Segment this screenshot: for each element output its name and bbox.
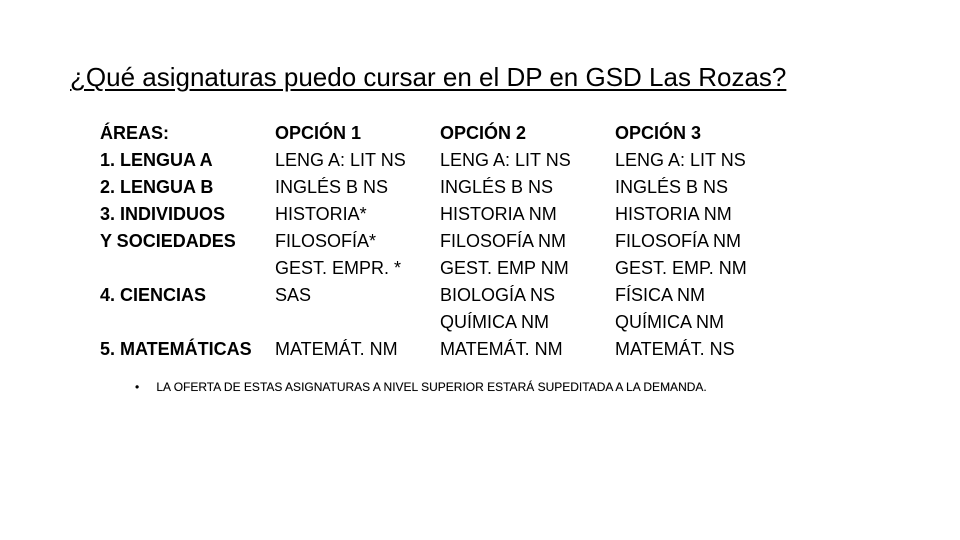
opt2-row: BIOLOGÍA NS [440,282,615,309]
opt1-row: SAS [275,282,440,309]
header-areas: ÁREAS: [100,120,275,147]
opt2-row: INGLÉS B NS [440,174,615,201]
header-opt2: OPCIÓN 2 [440,120,615,147]
area-row: 2. LENGUA B [100,174,275,201]
footnote: • LA OFERTA DE ESTAS ASIGNATURAS A NIVEL… [135,380,707,394]
bullet-icon: • [135,380,153,394]
opt1-row: MATEMÁT. NM [275,336,440,363]
opt3-row: INGLÉS B NS [615,174,780,201]
opt1-row-blank: . [275,309,440,336]
opt3-row: MATEMÁT. NS [615,336,780,363]
column-option-1: OPCIÓN 1 LENG A: LIT NS INGLÉS B NS HIST… [275,120,440,363]
column-option-2: OPCIÓN 2 LENG A: LIT NS INGLÉS B NS HIST… [440,120,615,363]
area-row-blank: . [100,255,275,282]
opt1-row: GEST. EMPR. * [275,255,440,282]
area-row: 1. LENGUA A [100,147,275,174]
opt2-row: LENG A: LIT NS [440,147,615,174]
area-row: Y SOCIEDADES [100,228,275,255]
header-opt1: OPCIÓN 1 [275,120,440,147]
opt1-row: LENG A: LIT NS [275,147,440,174]
opt3-row: HISTORIA NM [615,201,780,228]
opt1-row: INGLÉS B NS [275,174,440,201]
opt3-row: FILOSOFÍA NM [615,228,780,255]
area-row: 3. INDIVIDUOS [100,201,275,228]
opt3-row: QUÍMICA NM [615,309,780,336]
opt3-row: FÍSICA NM [615,282,780,309]
area-row: 4. CIENCIAS [100,282,275,309]
opt1-row: HISTORIA* [275,201,440,228]
column-option-3: OPCIÓN 3 LENG A: LIT NS INGLÉS B NS HIST… [615,120,780,363]
opt2-row: GEST. EMP NM [440,255,615,282]
area-row: 5. MATEMÁTICAS [100,336,275,363]
column-areas: ÁREAS: 1. LENGUA A 2. LENGUA B 3. INDIVI… [100,120,275,363]
opt3-row: LENG A: LIT NS [615,147,780,174]
opt1-row: FILOSOFÍA* [275,228,440,255]
slide-title: ¿Qué asignaturas puedo cursar en el DP e… [70,62,786,93]
opt3-row: GEST. EMP. NM [615,255,780,282]
subjects-table: ÁREAS: 1. LENGUA A 2. LENGUA B 3. INDIVI… [100,120,780,363]
footnote-text: LA OFERTA DE ESTAS ASIGNATURAS A NIVEL S… [156,380,706,394]
header-opt3: OPCIÓN 3 [615,120,780,147]
opt2-row: HISTORIA NM [440,201,615,228]
opt2-row: FILOSOFÍA NM [440,228,615,255]
area-row-blank: . [100,309,275,336]
opt2-row: QUÍMICA NM [440,309,615,336]
opt2-row: MATEMÁT. NM [440,336,615,363]
